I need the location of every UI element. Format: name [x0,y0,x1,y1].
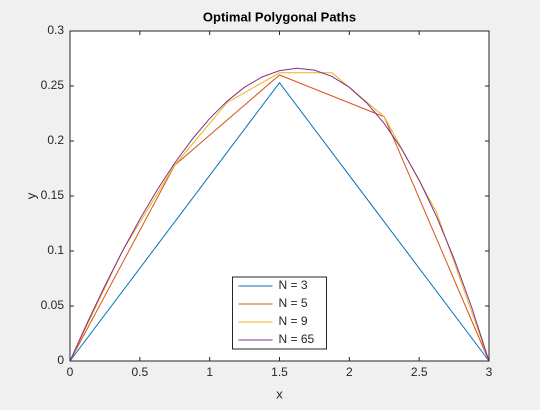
legend-label: N = 65 [279,332,315,346]
chart-title: Optimal Polygonal Paths [203,9,356,24]
legend-label: N = 5 [279,296,308,310]
y-tick-label: 0.3 [47,23,64,37]
series-line [69,81,490,362]
axes-box [69,30,490,362]
y-axis-label: y [23,192,38,199]
x-tick-label: 0 [67,365,74,379]
x-tick-label: 2.5 [411,365,428,379]
x-axis-label: x [276,386,283,401]
y-tick-label: 0.15 [41,188,65,202]
x-tick-label: 1 [206,365,213,379]
legend-box [232,276,327,350]
series-line [69,74,490,362]
x-tick-label: 3 [486,365,493,379]
x-tick-label: 0.5 [131,365,148,379]
x-tick-label: 1.5 [271,365,288,379]
legend: N = 3 N = 5 N = 9 N = 65 [232,276,327,350]
y-tick-label: 0.25 [41,78,65,92]
x-tick-label: 2 [346,365,353,379]
y-tick-label: 0.1 [47,243,64,257]
y-tick-label: 0 [57,353,64,367]
y-tick-label: 0.05 [41,298,65,312]
legend-label: N = 9 [279,314,308,328]
legend-label: N = 3 [279,278,308,292]
y-tick-label: 0.2 [47,133,64,147]
series-line [69,67,490,362]
